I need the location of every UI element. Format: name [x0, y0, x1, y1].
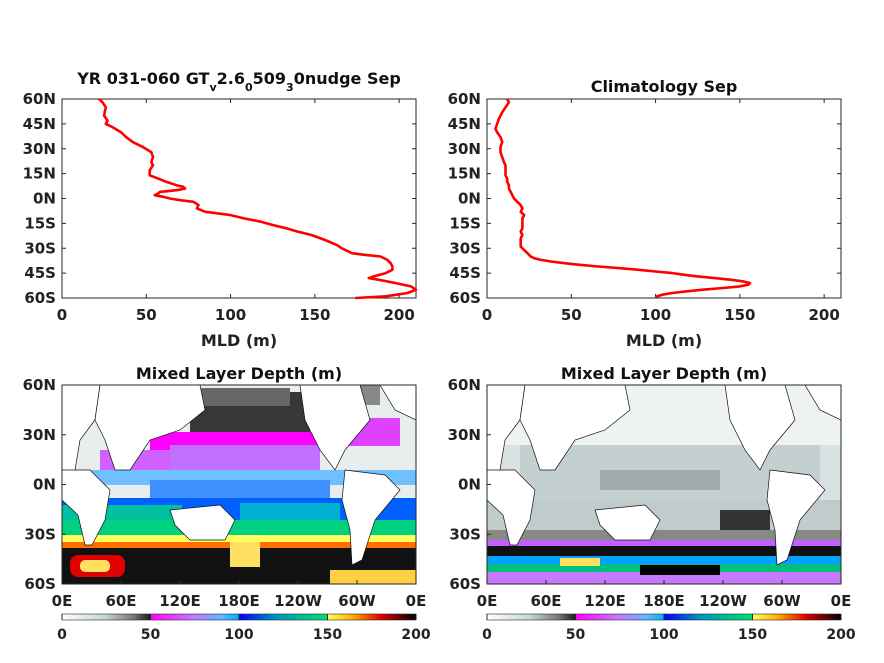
ytick-label: 60S: [24, 575, 56, 593]
ytick-label: 30S: [24, 525, 56, 543]
xtick-label: 100: [640, 306, 671, 324]
ytick-label: 60N: [448, 90, 481, 108]
ytick-label: 45N: [448, 115, 481, 133]
ytick-label: 15N: [23, 165, 56, 183]
xtick-label: 120W: [699, 592, 747, 610]
ytick-label: 60N: [23, 90, 56, 108]
xtick-label: 60E: [105, 592, 136, 610]
ytick-label: 45N: [23, 115, 56, 133]
xtick-label: 0: [482, 306, 492, 324]
xtick-label: 120E: [159, 592, 201, 610]
title-part: YR 031-060 GT: [76, 69, 209, 88]
colorbar-tick-label: 100: [649, 627, 678, 643]
xtick-label: 150: [299, 306, 330, 324]
colorbar-tick-label: 100: [224, 627, 253, 643]
ytick-label: 15S: [449, 214, 481, 232]
ytick-label: 30S: [449, 239, 481, 257]
colorbar-tick-label: 150: [738, 627, 767, 643]
xtick-label: 0: [57, 306, 67, 324]
xtick-label: 200: [383, 306, 414, 324]
climatology-profile-axes: [486, 98, 842, 299]
climatology-profile-panel: Climatology Sep 60S 45S 30S 15S 0N 15N 30N 45N 6…: [448, 77, 842, 350]
title-part: 509: [253, 69, 286, 88]
ytick-label: 30N: [448, 426, 481, 444]
model-colorbar: 0 50 100 150 200: [57, 613, 431, 643]
title-part: 0nudge Sep: [294, 69, 401, 88]
colorbar-tick-label: 200: [401, 627, 430, 643]
ytick-label: 60N: [23, 376, 56, 394]
climatology-profile-title: Climatology Sep: [591, 77, 738, 96]
title-part: 0: [245, 81, 253, 94]
xtick-label: 180E: [643, 592, 685, 610]
title-part: 2.6: [217, 69, 245, 88]
ytick-label: 45S: [449, 264, 481, 282]
title-part: v: [209, 81, 217, 94]
colorbar-tick-label: 0: [57, 627, 67, 643]
ytick-label: 30S: [24, 239, 56, 257]
colorbar-tick-label: 150: [313, 627, 342, 643]
xtick-label: 120E: [584, 592, 626, 610]
xtick-label: 0E: [406, 592, 427, 610]
ytick-label: 60S: [24, 289, 56, 307]
ytick-label: 30N: [448, 140, 481, 158]
ytick-label: 60S: [449, 289, 481, 307]
xtick-label: 0E: [52, 592, 73, 610]
ytick-label: 30N: [23, 140, 56, 158]
xtick-label: 150: [724, 306, 755, 324]
xtick-label: 200: [808, 306, 839, 324]
model-profile-line: [98, 98, 418, 300]
xtick-label: 180E: [218, 592, 260, 610]
colorbar-tick-label: 200: [826, 627, 855, 643]
model-profile-title: YR 031-060 GTv2.6050930nudge Sep: [76, 69, 401, 94]
ytick-label: 60S: [449, 575, 481, 593]
title-part: 3: [286, 81, 294, 94]
xtick-label: 120W: [274, 592, 322, 610]
ytick-label: 0N: [33, 476, 56, 494]
colorbar-tick-label: 50: [566, 627, 586, 643]
ytick-label: 30N: [23, 426, 56, 444]
xtick-label: 60E: [530, 592, 561, 610]
xtick-label: 50: [136, 306, 157, 324]
ytick-label: 0N: [458, 190, 481, 208]
xtick-label: 60W: [763, 592, 801, 610]
xtick-label: 100: [215, 306, 246, 324]
colorbar-tick-label: 0: [482, 627, 492, 643]
climatology-map-title: Mixed Layer Depth (m): [561, 364, 767, 383]
model-map-panel: Mixed Layer Depth (m): [23, 364, 431, 643]
ytick-label: 60N: [448, 376, 481, 394]
model-profile-xlabel: MLD (m): [201, 331, 277, 350]
colorbar-tick-label: 50: [141, 627, 161, 643]
xtick-label: 60W: [338, 592, 376, 610]
ytick-label: 45S: [24, 264, 56, 282]
model-map-title: Mixed Layer Depth (m): [136, 364, 342, 383]
climatology-colorbar: 0 50 100 150 200: [482, 613, 856, 643]
ytick-label: 30S: [449, 525, 481, 543]
ytick-label: 0N: [458, 476, 481, 494]
ytick-label: 0N: [33, 190, 56, 208]
xtick-label: 0E: [477, 592, 498, 610]
model-map-field: [62, 385, 416, 584]
climatology-profile-xlabel: MLD (m): [626, 331, 702, 350]
model-profile-panel: YR 031-060 GTv2.6050930nudge Sep 60S45S3…: [23, 69, 418, 350]
climatology-profile-line: [494, 98, 752, 299]
xtick-label: 0E: [831, 592, 852, 610]
ytick-label: 15N: [448, 165, 481, 183]
ytick-label: 15S: [24, 214, 56, 232]
xtick-label: 50: [561, 306, 582, 324]
climatology-map-field: [487, 385, 841, 584]
